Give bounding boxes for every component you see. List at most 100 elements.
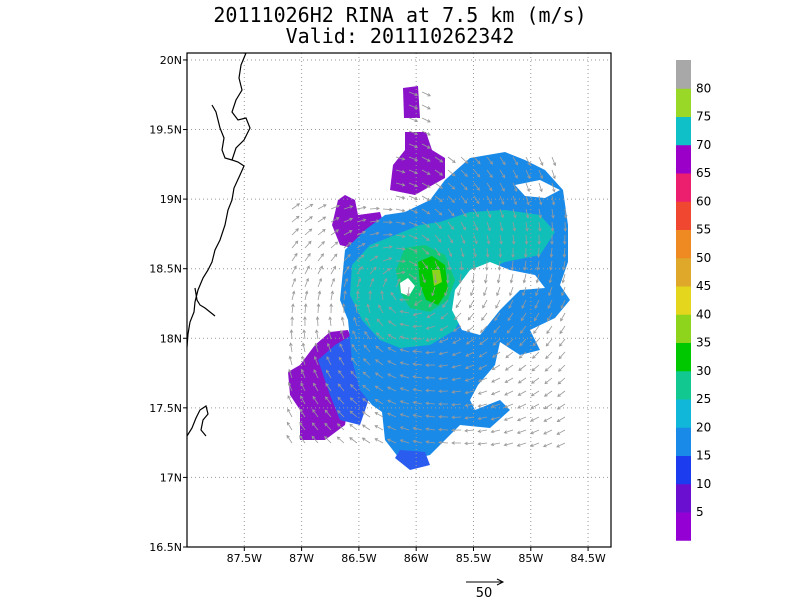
- wind-vector-arrow: [447, 247, 453, 258]
- wind-vector-arrow: [426, 312, 436, 318]
- wind-vector-arrow: [343, 290, 347, 301]
- wind-vector-arrow: [536, 260, 540, 271]
- colorbar-label: 50: [696, 251, 711, 265]
- colorbar-swatch: [676, 370, 691, 400]
- wind-vector-arrow: [343, 230, 353, 236]
- wind-vector-arrow: [387, 386, 397, 392]
- wind-vector-arrow: [291, 215, 300, 223]
- wind-vector-arrow: [549, 247, 554, 258]
- wind-vector-arrow: [302, 329, 307, 340]
- wind-vector-arrow: [442, 299, 449, 308]
- wind-vector-arrow: [434, 182, 443, 189]
- wind-vector-arrow: [486, 156, 494, 165]
- wind-vector-arrow: [519, 338, 527, 347]
- wind-vector-arrow: [431, 286, 436, 297]
- wind-vector-arrow: [556, 403, 566, 410]
- wind-vector-arrow: [438, 402, 448, 406]
- lat-tick-label: 17N: [160, 471, 182, 484]
- wind-vector-arrow: [538, 182, 543, 193]
- wind-vector-arrow: [349, 410, 358, 418]
- colorbar-label: 20: [696, 420, 711, 434]
- wind-vector-arrow: [336, 423, 345, 431]
- wind-vector-arrow: [447, 156, 456, 164]
- wind-vector-arrow: [339, 343, 345, 353]
- wind-vector-arrow: [499, 234, 503, 245]
- wind-vector-arrow: [421, 156, 431, 162]
- wind-vector-arrow: [317, 265, 323, 275]
- wind-vector-arrow: [421, 208, 431, 215]
- wind-vector-arrow: [473, 208, 479, 218]
- lon-tick-label: 86W: [404, 552, 429, 565]
- wind-vector-arrow: [544, 364, 553, 372]
- reference-arrowhead: [496, 578, 505, 586]
- colorbar-label: 60: [696, 194, 711, 208]
- lon-tick-label: 87.5W: [227, 552, 262, 565]
- colorbar-swatch: [676, 427, 691, 456]
- wind-vector-arrow: [363, 358, 371, 366]
- wind-vector-arrow: [408, 104, 419, 110]
- wind-vector-arrow: [291, 303, 295, 314]
- map-frame: [186, 52, 612, 548]
- wind-vector-arrow: [412, 439, 423, 444]
- wind-vector-arrow: [499, 156, 506, 166]
- wind-vector-arrow: [451, 441, 461, 445]
- wind-vector-arrow: [356, 205, 367, 210]
- wind-vector-arrow: [538, 195, 543, 206]
- wind-vector-arrow: [425, 414, 436, 419]
- wind-vector-arrow: [374, 412, 384, 418]
- wind-vector-arrow: [352, 330, 358, 340]
- wind-vector-arrow: [291, 203, 301, 210]
- wind-vector-arrow: [512, 169, 518, 179]
- wind-vector-arrow: [451, 377, 462, 382]
- wind-vector-arrow: [313, 355, 319, 366]
- wind-vector-arrow: [451, 390, 462, 394]
- wind-vector-arrow: [530, 416, 540, 422]
- wind-vector-arrow: [434, 234, 442, 243]
- wind-vector-arrow: [464, 377, 475, 382]
- wind-vector-arrow: [464, 403, 475, 407]
- wind-vector-arrow: [499, 195, 505, 205]
- wind-vector-arrow: [317, 240, 325, 249]
- colorbar-label: 35: [696, 336, 711, 350]
- wind-vector-arrow: [479, 325, 488, 334]
- wind-vector-arrow: [439, 325, 449, 331]
- wind-vector-arrow: [312, 395, 319, 405]
- wind-vector-arrow: [369, 244, 380, 249]
- wind-vector-arrow: [484, 273, 488, 284]
- wind-vector-arrow: [374, 438, 384, 444]
- wind-vector-arrow: [425, 350, 436, 355]
- wind-vector-arrow: [507, 312, 514, 322]
- wind-vector-arrow: [543, 403, 553, 410]
- wind-vector-arrow: [460, 234, 466, 245]
- wind-vector-arrow: [504, 390, 514, 396]
- wind-vector-arrow: [369, 219, 380, 223]
- colorbar-swatch: [676, 512, 691, 541]
- wind-vector-arrow: [287, 395, 293, 405]
- wind-vector-arrow: [304, 265, 310, 275]
- wind-vector-arrow: [504, 364, 514, 371]
- wind-vector-arrow: [521, 299, 527, 309]
- wind-vector-arrow: [512, 208, 517, 219]
- wind-vector-arrow: [395, 182, 406, 187]
- wind-vector-arrow: [421, 130, 431, 136]
- wind-vector-arrow: [356, 230, 367, 236]
- wind-vector-arrow: [354, 303, 358, 314]
- wind-vector-arrow: [317, 204, 327, 210]
- wind-vector-arrow: [460, 221, 466, 231]
- wind-vector-arrow: [337, 396, 345, 405]
- wind-vector-arrow: [314, 342, 319, 353]
- wind-vector-arrow: [395, 234, 406, 238]
- wind-vector-arrow: [509, 286, 514, 297]
- wind-vector-arrow: [494, 312, 501, 322]
- wind-vector-arrow: [560, 299, 566, 309]
- wind-vector-arrow: [313, 369, 319, 379]
- wind-vector-arrow: [395, 247, 406, 251]
- wind-vector-arrow: [460, 169, 468, 177]
- wind-vector-arrow: [530, 390, 540, 397]
- wind-vector-arrow: [522, 286, 527, 297]
- wind-vector-arrow: [382, 257, 393, 262]
- colorbar-label: 40: [696, 307, 711, 321]
- wind-vector-arrow: [520, 312, 527, 322]
- wind-vector-arrow: [477, 403, 488, 408]
- wind-vector-arrow: [550, 221, 555, 232]
